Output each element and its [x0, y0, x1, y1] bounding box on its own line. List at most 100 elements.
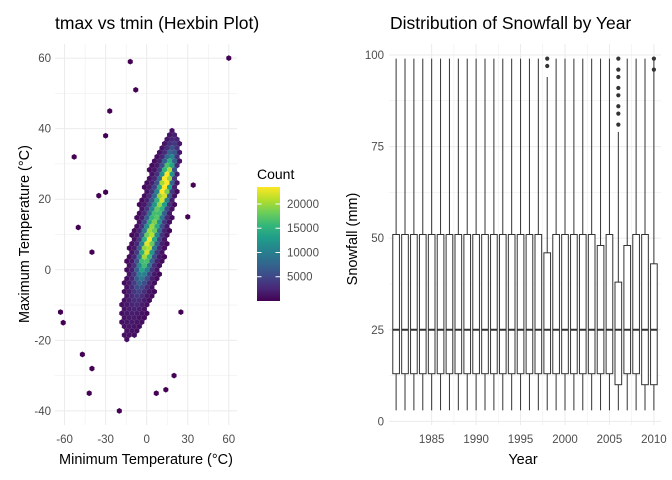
hex-cell	[164, 214, 170, 221]
hex-cell	[121, 323, 127, 330]
hex-cell	[131, 306, 137, 312]
hex-cell-outlier	[75, 224, 81, 231]
hex-cell	[161, 253, 167, 260]
hex-cell	[177, 158, 183, 164]
hex-cell	[134, 214, 140, 221]
hex-cell	[134, 275, 140, 282]
hex-cell	[169, 197, 175, 204]
hex-cell	[146, 175, 152, 182]
hex-cell	[159, 171, 165, 178]
hex-cell	[131, 253, 137, 260]
hex-cell	[156, 262, 162, 269]
hex-cell	[151, 210, 157, 217]
hex-cell	[156, 236, 162, 243]
hex-cell	[134, 258, 140, 265]
box-iqr	[410, 234, 418, 375]
hex-cell	[156, 245, 162, 251]
box-iqr	[401, 234, 409, 375]
box-outlier-point	[616, 93, 621, 98]
hexbin-panel: tmax vs tmin (Hexbin Plot) -60 -30 0 30 60 -…	[17, 13, 259, 468]
hex-cell	[151, 262, 157, 269]
hex-cell	[139, 275, 145, 282]
hex-cell	[136, 280, 142, 286]
hex-cell-outlier	[226, 55, 232, 62]
box-iqr	[623, 244, 632, 375]
hex-cell	[169, 162, 175, 169]
hex-cell	[172, 184, 178, 191]
hex-cell	[151, 219, 157, 225]
box-1989	[463, 58, 472, 411]
hex-cell	[166, 158, 173, 164]
hex-cell	[141, 227, 147, 234]
box-iqr	[578, 234, 587, 375]
hex-cell	[126, 306, 132, 312]
box-2004	[596, 58, 605, 411]
y-tick-label: 0	[378, 416, 384, 428]
hex-cell	[156, 219, 162, 225]
hex-cell	[131, 271, 137, 278]
box-2002	[578, 58, 587, 411]
box-1991	[481, 58, 489, 411]
hex-cell	[129, 284, 135, 291]
hex-cell	[174, 136, 180, 143]
hex-cell	[172, 149, 178, 156]
hex-cell	[131, 280, 137, 286]
hex-cell	[151, 166, 157, 173]
hex-cell	[129, 293, 135, 299]
hex-cell	[139, 249, 145, 256]
hex-cell	[164, 136, 170, 143]
hex-cell	[166, 175, 173, 182]
hex-cell	[169, 153, 175, 160]
box-1987	[445, 58, 454, 411]
hex-cell	[126, 280, 132, 286]
hex-cell	[174, 171, 180, 178]
hex-cell	[154, 275, 160, 282]
boxplot-boxes	[392, 56, 658, 411]
hex-cell	[131, 262, 137, 269]
hex-cell	[164, 145, 170, 151]
hex-cell	[159, 240, 165, 247]
hex-cell	[144, 179, 150, 186]
box-1986	[436, 58, 445, 411]
hex-cell-outlier	[107, 108, 113, 114]
box-iqr	[561, 234, 569, 375]
hex-cell	[126, 297, 132, 304]
hex-cell	[164, 162, 170, 169]
hex-cell	[164, 179, 170, 186]
hex-cell	[172, 201, 178, 208]
hex-cell	[154, 153, 160, 160]
hex-cell	[144, 284, 150, 291]
hex-cell	[161, 227, 167, 234]
hex-cell	[156, 158, 162, 164]
hex-cell	[146, 271, 152, 278]
hex-cell	[136, 245, 142, 251]
hex-cell	[156, 193, 162, 199]
hex-cell	[131, 323, 137, 330]
boxplot-panel: Distribution of Snowfall by Year 1985 199…	[345, 13, 667, 468]
legend-ticks: 5000 10000 15000 20000	[257, 199, 319, 284]
hex-cell	[166, 219, 173, 225]
hex-cell	[146, 184, 152, 191]
hex-cell	[139, 197, 145, 204]
hex-cell	[131, 297, 137, 304]
hex-cell	[159, 214, 165, 221]
hex-cell	[139, 301, 145, 308]
hex-cell	[161, 140, 167, 147]
hex-cell	[174, 162, 180, 169]
hex-cell	[144, 240, 150, 247]
hex-cell	[121, 280, 127, 286]
box-outlier-point	[616, 85, 621, 91]
hex-cell	[134, 249, 140, 256]
hex-cell	[149, 275, 155, 282]
hex-cell	[154, 214, 160, 221]
hex-cell	[166, 184, 173, 191]
y-tick-label: -40	[34, 406, 51, 418]
hex-cell	[164, 240, 170, 247]
hex-cell	[129, 249, 135, 256]
hex-cell	[159, 249, 165, 256]
box-iqr	[490, 234, 498, 375]
hex-cell	[159, 162, 165, 169]
box-iqr	[454, 234, 463, 375]
box-outlier-point	[616, 122, 621, 127]
